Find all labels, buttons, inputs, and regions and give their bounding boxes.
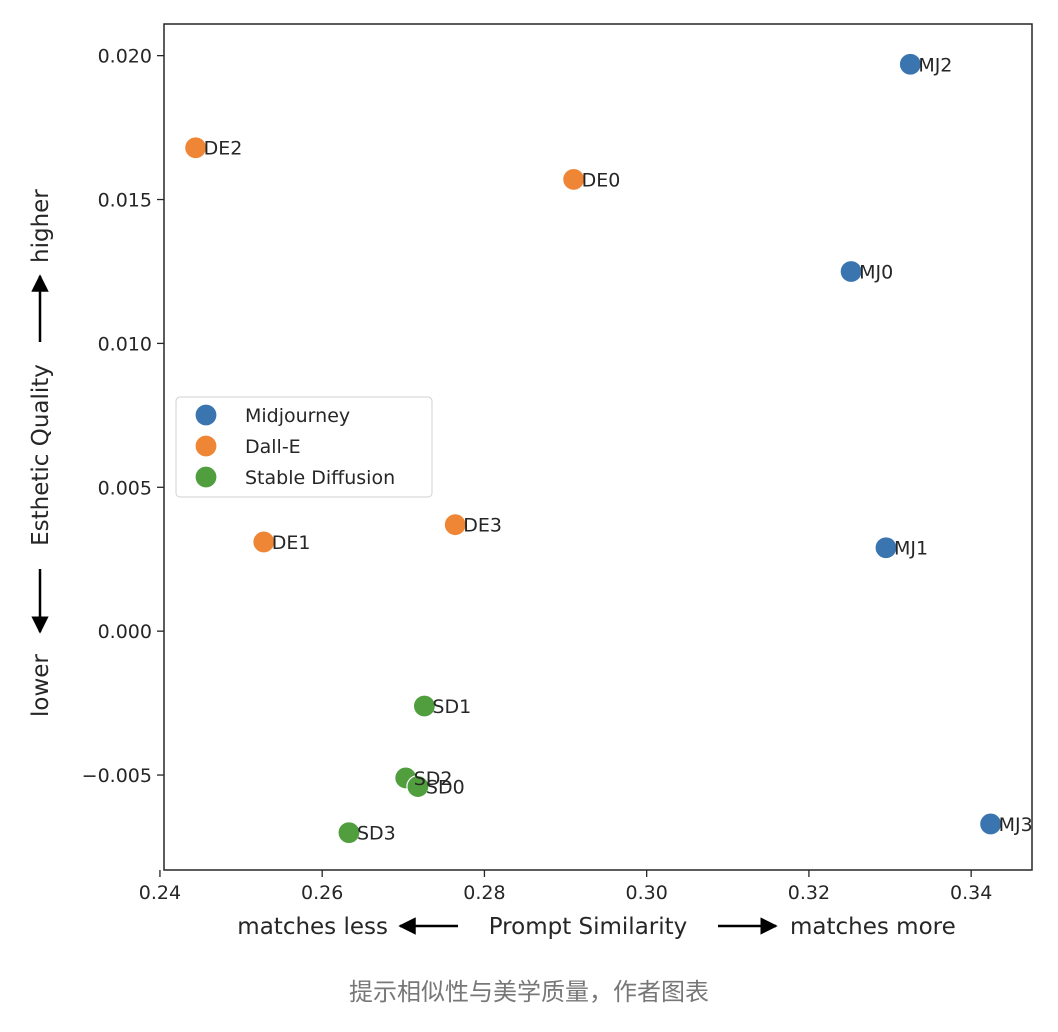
y-tick-label: 0.020 (98, 46, 152, 68)
data-point-sd3 (337, 820, 361, 845)
x-tick-label: 0.26 (301, 882, 343, 904)
y-axis-label: lower Esthetic Quality higher (28, 189, 54, 717)
legend-marker (194, 465, 218, 489)
point-label-sd3: SD3 (357, 823, 396, 845)
y-axis-label-left: lower (28, 654, 54, 717)
legend-label: Midjourney (245, 405, 350, 427)
scatter-chart: 0.24 0.26 0.28 0.30 0.32 0.34 −0.005 0.000 0.005… (28, 23, 1033, 940)
data-points (184, 52, 1003, 845)
legend: Midjourney Dall-E Stable Diffusion (175, 396, 433, 498)
data-point-mj0 (839, 259, 863, 284)
x-tick-label: 0.24 (139, 882, 181, 904)
x-tick-label: 0.32 (788, 882, 830, 904)
data-point-de0 (562, 167, 586, 191)
data-point-sd0 (406, 774, 430, 799)
legend-box (175, 396, 433, 498)
point-label-mj0: MJ0 (859, 261, 893, 283)
y-axis-label-right: higher (28, 189, 54, 263)
point-label-de1: DE1 (272, 532, 311, 554)
data-point-mj3 (979, 812, 1003, 836)
y-tick-label: 0.015 (98, 190, 152, 212)
y-axis-label-center: Esthetic Quality (28, 364, 54, 546)
point-label-mj2: MJ2 (918, 54, 952, 76)
axis-ticks: 0.24 0.26 0.28 0.30 0.32 0.34 −0.005 0.000 0.005… (82, 46, 993, 904)
y-tick-label: 0.000 (98, 621, 152, 643)
point-label-de2: DE2 (204, 138, 243, 160)
x-tick-label: 0.34 (950, 882, 992, 904)
data-point-de3 (443, 513, 467, 537)
data-point-de2 (184, 136, 208, 160)
x-axis-label-left: matches less (237, 914, 388, 940)
legend-marker (194, 434, 218, 458)
point-label-de0: DE0 (582, 169, 621, 191)
x-tick-label: 0.28 (463, 882, 505, 904)
data-point-sd1 (412, 694, 436, 718)
x-axis-label-right: matches more (790, 914, 956, 940)
point-label-sd0: SD0 (426, 777, 465, 799)
legend-label: Stable Diffusion (245, 467, 395, 489)
point-label-mj3: MJ3 (999, 814, 1033, 836)
figure-caption: 提示相似性与美学质量，作者图表 (349, 978, 709, 1006)
point-label-sd1: SD1 (432, 696, 471, 718)
legend-marker (194, 403, 218, 427)
x-tick-label: 0.30 (626, 882, 668, 904)
x-axis-label: matches less Prompt Similarity matches m… (237, 914, 955, 940)
y-tick-label: −0.005 (82, 765, 152, 787)
y-tick-label: 0.010 (98, 333, 152, 355)
point-label-sd2: SD2 (414, 768, 453, 790)
point-label-de3: DE3 (463, 515, 502, 537)
data-point-mj1 (874, 536, 898, 560)
data-point-mj2 (898, 52, 922, 76)
point-label-mj1: MJ1 (894, 538, 928, 560)
x-axis-label-center: Prompt Similarity (489, 914, 688, 940)
legend-label: Dall-E (245, 436, 301, 458)
plot-frame (163, 23, 1033, 871)
data-point-de1 (252, 530, 276, 554)
y-tick-label: 0.005 (98, 477, 152, 499)
